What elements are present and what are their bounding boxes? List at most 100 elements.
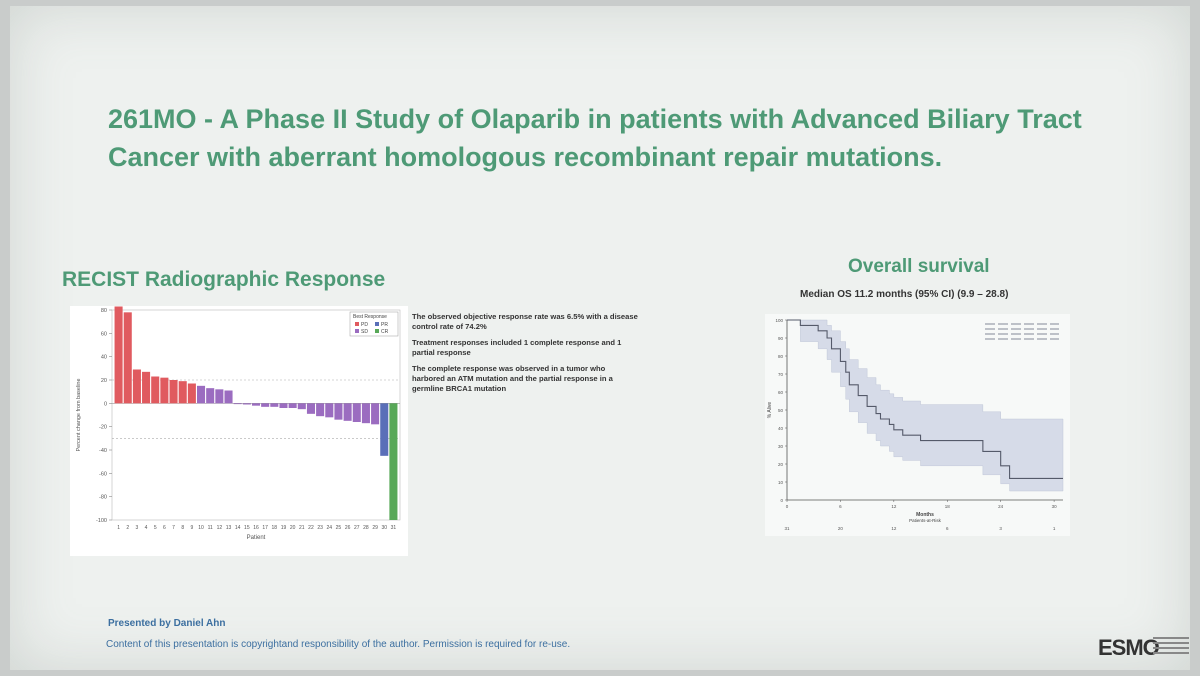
- at-risk-count: 31: [784, 526, 790, 531]
- x-tick-label: 21: [299, 525, 305, 531]
- x-tick-label: 24: [327, 525, 333, 531]
- waterfall-bar: [206, 388, 215, 404]
- legend-label: PD: [361, 322, 368, 328]
- at-risk-count: 12: [891, 526, 897, 531]
- x-tick-label: 17: [262, 525, 268, 531]
- km-x-tick-label: 18: [945, 504, 951, 509]
- overall-survival-heading: Overall survival: [848, 256, 990, 277]
- waterfall-bar: [224, 390, 233, 404]
- legend-title: Best Response: [353, 314, 387, 320]
- slide-title: 261MO - A Phase II Study of Olaparib in …: [108, 104, 1082, 172]
- x-tick-label: 10: [198, 525, 204, 531]
- km-y-axis-label: % Alive: [767, 402, 773, 419]
- waterfall-bar: [114, 306, 123, 404]
- y-tick-label: -100: [96, 518, 107, 524]
- at-risk-count: 1: [1053, 526, 1056, 531]
- x-tick-label: 29: [372, 525, 378, 531]
- waterfall-bar: [279, 403, 288, 408]
- km-y-tick-label: 90: [778, 336, 784, 341]
- km-y-tick-label: 70: [778, 372, 784, 377]
- waterfall-bar: [389, 403, 398, 520]
- at-risk-count: 20: [838, 526, 844, 531]
- km-x-tick-label: 6: [839, 504, 842, 509]
- km-y-tick-label: 50: [778, 408, 784, 413]
- waterfall-bar: [178, 381, 187, 404]
- esmo-logo: ESMO: [1098, 633, 1190, 665]
- x-tick-label: 11: [208, 525, 213, 531]
- finding-mutations: The complete response was observed in a …: [412, 364, 613, 393]
- recist-heading: RECIST Radiographic Response: [62, 268, 386, 291]
- x-tick-label: 2: [126, 525, 129, 531]
- km-y-tick-label: 80: [778, 354, 784, 359]
- km-y-tick-label: 20: [778, 462, 784, 467]
- km-x-tick-label: 30: [1052, 504, 1058, 509]
- y-tick-label: 40: [101, 355, 107, 361]
- waterfall-bar: [187, 383, 196, 404]
- x-tick-label: 13: [226, 525, 232, 531]
- y-tick-label: 80: [101, 308, 107, 314]
- waterfall-bar: [197, 385, 206, 404]
- x-tick-label: 20: [290, 525, 296, 531]
- waterfall-bar: [361, 403, 370, 424]
- waterfall-bar: [306, 403, 315, 414]
- x-tick-label: 3: [136, 525, 139, 531]
- y-tick-label: 0: [104, 401, 107, 407]
- kaplan-meier-chart: 0 10 20 30 40 50 60 70 80 90 100 0 6 12 18 24 30 Months % …: [765, 314, 1070, 536]
- km-y-tick-label: 30: [778, 444, 784, 449]
- x-tick-label: 16: [253, 525, 259, 531]
- x-tick-label: 22: [308, 525, 314, 531]
- waterfall-bar: [261, 403, 270, 407]
- x-tick-label: 27: [354, 525, 360, 531]
- km-x-tick-label: 0: [786, 504, 789, 509]
- y-tick-label: -40: [99, 448, 107, 454]
- waterfall-bar: [242, 403, 251, 405]
- waterfall-bar: [233, 403, 242, 405]
- waterfall-bar: [169, 380, 178, 404]
- median-os-text: Median OS 11.2 months (95% CI) (9.9 – 28…: [800, 289, 1009, 300]
- x-tick-label: 6: [163, 525, 166, 531]
- waterfall-bar: [343, 403, 352, 421]
- x-axis-label: Patient: [247, 535, 266, 541]
- x-tick-label: 8: [181, 525, 184, 531]
- waterfall-bar: [251, 403, 261, 406]
- km-x-tick-label: 24: [998, 504, 1004, 509]
- km-x-tick-label: 12: [891, 504, 897, 509]
- y-tick-label: 60: [101, 331, 107, 337]
- x-tick-label: 14: [235, 525, 241, 531]
- waterfall-bar: [352, 403, 361, 422]
- y-tick-label: -20: [99, 425, 107, 431]
- finding-treatment-responses: Treatment responses included 1 complete …: [412, 338, 622, 357]
- esmo-logo-tagline: [1153, 637, 1189, 657]
- waterfall-bar: [380, 403, 389, 456]
- legend-swatch: [375, 329, 379, 333]
- x-tick-label: 12: [217, 525, 223, 531]
- waterfall-bar: [142, 371, 151, 404]
- x-tick-label: 23: [317, 525, 323, 531]
- km-y-tick-label: 100: [775, 318, 783, 323]
- y-tick-label: -80: [99, 495, 107, 501]
- slide: 261MO - A Phase II Study of Olaparib in …: [10, 6, 1190, 670]
- at-risk-count: 6: [946, 526, 949, 531]
- legend-swatch: [355, 329, 359, 333]
- waterfall-bar: [160, 377, 169, 404]
- legend-label: PR: [381, 322, 388, 328]
- km-y-tick-label: 0: [780, 498, 783, 503]
- waterfall-bar: [270, 403, 279, 407]
- finding-response-rate: The observed objective response rate was…: [412, 312, 638, 331]
- x-tick-label: 18: [272, 525, 278, 531]
- km-y-tick-label: 40: [778, 426, 784, 431]
- presenter-credit: Presented by Daniel Ahn: [108, 618, 226, 629]
- esmo-logo-wordmark: ESMO: [1098, 635, 1160, 660]
- x-tick-label: 25: [336, 525, 342, 531]
- km-legend-table: [985, 323, 1059, 340]
- x-tick-label: 28: [363, 525, 369, 531]
- waterfall-bar: [151, 376, 160, 404]
- x-tick-label: 30: [381, 525, 387, 531]
- x-tick-label: 9: [190, 525, 193, 531]
- legend-swatch: [375, 322, 379, 326]
- waterfall-bar: [371, 403, 380, 425]
- waterfall-bar: [215, 389, 224, 404]
- waterfall-bar: [316, 403, 325, 417]
- x-tick-label: 7: [172, 525, 175, 531]
- legend-label: CR: [381, 329, 389, 335]
